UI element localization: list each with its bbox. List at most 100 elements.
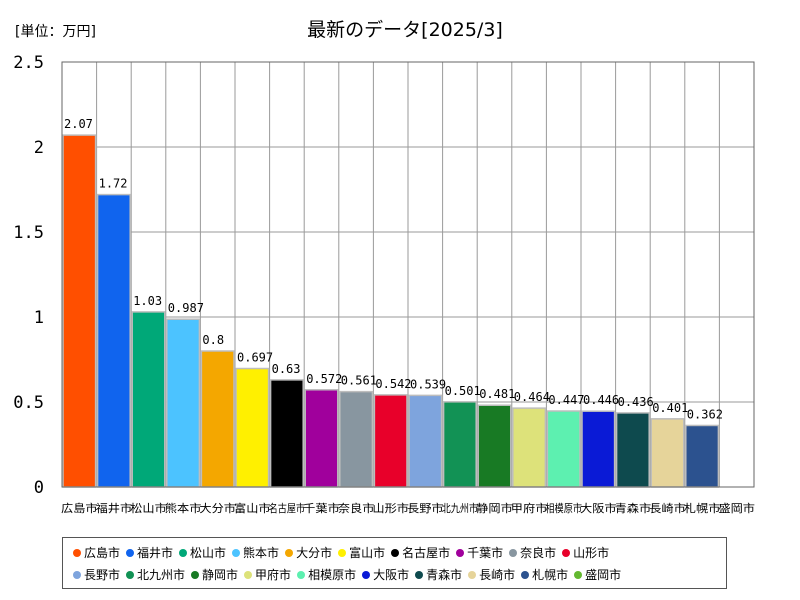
x-tick-label: 青森市: [615, 501, 652, 515]
legend-item: 北九州市: [126, 566, 185, 583]
legend-label: 相模原市: [308, 568, 357, 582]
x-tick-label: 甲府市: [511, 501, 548, 515]
bar-山形市: [373, 394, 408, 488]
bar-長崎市: [650, 418, 685, 488]
bar-奈良市: [339, 390, 374, 488]
x-tick-label: 相模原市: [545, 501, 582, 515]
legend-label: 長野市: [84, 568, 121, 582]
legend-label: 千葉市: [467, 546, 504, 560]
value-label: 0.447: [548, 393, 584, 407]
bar-札幌市: [685, 424, 720, 488]
legend-label: 大分市: [296, 546, 333, 560]
legend-row: 広島市 福井市 松山市 熊本市 大分市 富山市 名古屋市 千葉市 奈良市 山形市: [73, 544, 615, 561]
bar-北九州市: [442, 401, 477, 488]
x-tick-label: 北九州市: [442, 501, 479, 515]
bar-福井市: [96, 193, 131, 488]
x-tick-label: 松山市: [130, 501, 167, 515]
bars: [62, 134, 720, 488]
value-label: 0.539: [410, 377, 446, 391]
legend-label: 長崎市: [479, 568, 516, 582]
y-tick-label: 1.5: [13, 223, 44, 243]
legend-marker: [509, 549, 518, 557]
value-label: 2.07: [64, 117, 93, 131]
legend-marker: [179, 549, 188, 557]
bar-熊本市: [166, 318, 201, 488]
x-tick-label: 札幌市: [684, 501, 721, 515]
value-label: 0.987: [168, 301, 204, 315]
plot-area-border: [61, 61, 755, 488]
value-label: 0.481: [479, 387, 515, 401]
legend-marker: [244, 571, 253, 579]
value-label: 0.464: [514, 390, 550, 404]
value-label: 0.401: [652, 401, 688, 415]
legend-item: 青森市: [415, 566, 462, 583]
legend-item: 静岡市: [191, 566, 238, 583]
y-axis-ticks: 0 0.5 1 1.5 2 2.5: [13, 53, 44, 498]
value-label: 0.362: [687, 407, 723, 421]
legend-label: 山形市: [573, 546, 610, 560]
legend-marker: [562, 549, 571, 557]
legend-item: 長崎市: [468, 566, 515, 583]
x-tick-label: 福井市: [96, 501, 133, 515]
value-label: 0.436: [618, 395, 654, 409]
legend-item: 奈良市: [509, 544, 556, 561]
legend-item: 熊本市: [232, 544, 279, 561]
legend-item: 山形市: [562, 544, 609, 561]
legend-item: 甲府市: [244, 566, 291, 583]
legend-label: 広島市: [84, 546, 121, 560]
legend-marker: [126, 571, 135, 579]
bar-松山市: [131, 311, 166, 488]
legend-marker: [362, 571, 371, 579]
legend-label: 熊本市: [243, 546, 280, 560]
bar-名古屋市: [269, 379, 304, 488]
y-tick-label: 0.5: [13, 393, 44, 413]
legend-item: 松山市: [179, 544, 226, 561]
legend-marker: [456, 549, 465, 557]
y-tick-label: 0: [34, 478, 44, 498]
bar-相模原市: [546, 410, 581, 488]
legend-item: 千葉市: [456, 544, 503, 561]
bar-長野市: [408, 394, 443, 488]
legend-marker: [126, 549, 135, 557]
legend-item: 相模原市: [297, 566, 356, 583]
value-label: 0.697: [237, 351, 273, 365]
value-label: 0.542: [375, 377, 411, 391]
legend-marker: [285, 549, 294, 557]
x-tick-label: 長崎市: [649, 501, 686, 515]
bar-甲府市: [512, 407, 547, 488]
legend-label: 福井市: [137, 546, 174, 560]
legend-marker: [232, 549, 241, 557]
y-tick-label: 1: [34, 308, 44, 328]
legend-marker: [521, 571, 530, 579]
x-tick-label: 長野市: [407, 501, 444, 515]
legend-label: 富山市: [349, 546, 386, 560]
legend-item: 札幌市: [521, 566, 568, 583]
value-label: 0.501: [445, 384, 481, 398]
legend-label: 盛岡市: [585, 568, 622, 582]
legend-label: 大阪市: [373, 568, 410, 582]
bar-大阪市: [581, 410, 616, 488]
legend-row: 長野市 北九州市 静岡市 甲府市 相模原市 大阪市 青森市 長崎市 札幌市 盛岡市: [73, 566, 627, 583]
legend-label: 奈良市: [520, 546, 557, 560]
legend-label: 青森市: [426, 568, 463, 582]
value-label: 0.561: [341, 374, 377, 388]
y-tick-label: 2: [34, 138, 44, 158]
grid-lines: [62, 61, 754, 488]
value-label: 0.572: [306, 372, 342, 386]
x-tick-label: 大阪市: [580, 501, 617, 515]
x-tick-label: 広島市: [61, 501, 98, 515]
x-tick-label: 熊本市: [165, 501, 202, 515]
legend-marker: [415, 571, 424, 579]
legend-label: 名古屋市: [402, 546, 451, 560]
bar-広島市: [62, 134, 97, 488]
x-tick-label: 千葉市: [303, 501, 340, 515]
x-tick-label: 富山市: [234, 501, 271, 515]
legend-label: 静岡市: [202, 568, 239, 582]
bar-静岡市: [477, 404, 512, 488]
legend-marker: [391, 549, 400, 557]
value-label: 0.446: [583, 393, 619, 407]
x-tick-label: 山形市: [372, 501, 409, 515]
legend-item: 名古屋市: [391, 544, 450, 561]
